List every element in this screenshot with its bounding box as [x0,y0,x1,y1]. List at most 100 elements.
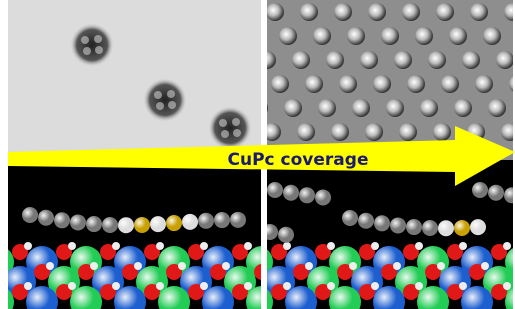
molecule-shine [374,215,390,231]
molecule-shine [38,210,54,226]
lobe [94,35,102,43]
hydrogen [437,262,445,270]
figure: CuPc coverage [0,0,515,309]
lattice-bump [292,51,310,69]
lattice-bump [402,3,420,21]
molecule-blob [208,106,252,150]
lattice-bump [496,51,514,69]
lattice-bump [334,3,352,21]
lattice-bump [381,27,399,45]
lattice-bump [488,99,506,117]
hydrogen [503,282,511,290]
hydrogen [305,262,313,270]
lattice-bump [313,27,331,45]
hydrogen [112,282,120,290]
hydrogen [393,262,401,270]
hydrogen [244,242,252,250]
hydrogen [349,262,357,270]
lobe [232,118,240,126]
hydrogen [327,242,335,250]
lattice-bump [449,27,467,45]
lattice-bump [368,3,386,21]
hydrogen [90,262,98,270]
molecule-shine [315,189,331,205]
molecule-shine [267,182,283,198]
molecule-shine [406,219,422,235]
hydrogen [24,242,32,250]
hydrogen [112,242,120,250]
lattice-bump [475,75,493,93]
molecule-shine [86,216,102,232]
lattice-bump [266,3,284,21]
molecule-shine [283,185,299,201]
hydrogen [503,242,511,250]
hydrogen [222,262,230,270]
molecule-shine [166,215,182,231]
hydrogen [200,242,208,250]
molecule-shine [70,214,86,230]
molecule-shine [454,220,470,236]
molecule-shine [118,217,134,233]
lattice-bump [360,51,378,69]
molecule-shine [262,224,278,240]
hydrogen [371,242,379,250]
molecule-blob [70,23,114,67]
lattice-bump [373,75,391,93]
molecule-shine [390,217,406,233]
hydrogen [415,282,423,290]
arrow-label: CuPc coverage [228,150,369,170]
hydrogen [459,282,467,290]
lattice-bump [318,99,336,117]
lattice-bump [420,99,438,117]
lobe [156,102,164,110]
lobe [95,46,103,54]
molecule-shine [342,210,358,226]
molecule-shine [422,220,438,236]
lattice-bump [263,123,281,141]
lattice-bump [284,99,302,117]
molecule-shine [230,212,246,228]
hydrogen [371,282,379,290]
lattice-bump [454,99,472,117]
lattice-bump [300,3,318,21]
lattice-bump [331,123,349,141]
lattice-bump [428,51,446,69]
hydrogen [200,282,208,290]
hydrogen [46,262,54,270]
hydrogen [459,242,467,250]
lobe [83,47,91,55]
hydrogen [68,282,76,290]
hydrogen [481,262,489,270]
lobe [233,129,241,137]
molecule-shine [198,213,214,229]
lattice-bump [297,123,315,141]
molecule-blob [143,78,187,122]
lattice-bump [470,3,488,21]
lattice-bump [483,27,501,45]
hydrogen [244,282,252,290]
lattice-bump [279,27,297,45]
lattice-bump [407,75,425,93]
hydrogen [156,242,164,250]
lobe [154,91,162,99]
molecule-shine [150,216,166,232]
lobe [81,36,89,44]
molecule-shine [278,227,294,243]
hydrogen [156,282,164,290]
lattice-bump [399,123,417,141]
lattice-bump [433,123,451,141]
molecule-shine [214,212,230,228]
hydrogen [415,242,423,250]
lattice-bump [386,99,404,117]
lattice-bump [352,99,370,117]
hydrogen [134,262,142,270]
lattice-bump [415,27,433,45]
lattice-bump [365,123,383,141]
molecule-shine [134,217,150,233]
lattice-bump [347,27,365,45]
molecule-shine [22,207,38,223]
lattice-bump [394,51,412,69]
molecule-shine [488,185,504,201]
lattice-bump [326,51,344,69]
molecule-shine [182,214,198,230]
